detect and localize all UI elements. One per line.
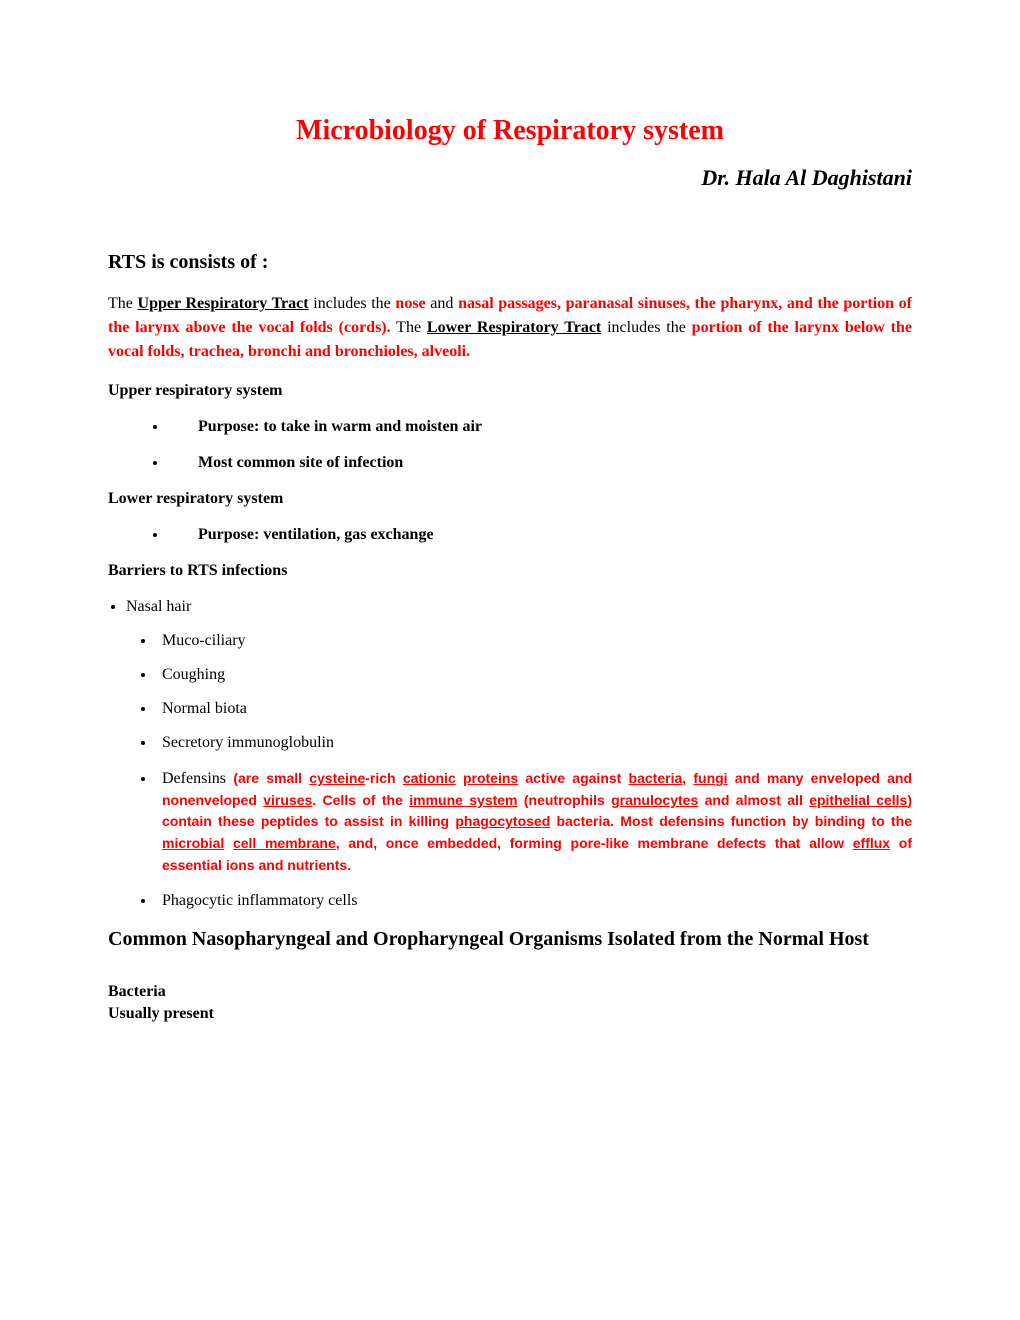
common-organisms-heading: Common Nasopharyngeal and Oropharyngeal … <box>108 926 912 953</box>
text: The <box>391 319 427 336</box>
text: , <box>682 770 693 786</box>
defensins-body: (are small cysteine-rich cationic protei… <box>162 770 912 873</box>
text: (are small <box>233 770 309 786</box>
list-item: Phagocytic inflammatory cells <box>156 892 912 910</box>
proteins-link[interactable]: proteins <box>463 770 518 786</box>
text: includes the <box>601 319 691 336</box>
text: , and, once embedded, forming pore-like … <box>336 835 853 851</box>
text <box>224 835 233 851</box>
barriers-list: Nasal hair Muco-ciliary Coughing Normal … <box>126 598 912 910</box>
cationic-link[interactable]: cationic <box>403 770 456 786</box>
text: includes the <box>309 295 396 312</box>
efflux-link[interactable]: efflux <box>853 835 890 851</box>
fungi-link[interactable]: fungi <box>693 770 727 786</box>
lower-subhead: Lower respiratory system <box>108 490 912 508</box>
section-heading-rts: RTS is consists of : <box>108 251 912 274</box>
rts-paragraph: The Upper Respiratory Tract includes the… <box>108 292 912 364</box>
defensins-item: Defensins (are small cysteine-rich catio… <box>156 768 912 876</box>
text: . Cells of the <box>312 792 409 808</box>
list-item: Coughing <box>156 666 912 684</box>
list-item: Purpose: to take in warm and moisten air <box>168 418 912 436</box>
text: The <box>108 295 138 312</box>
granulocytes-link[interactable]: granulocytes <box>611 792 698 808</box>
text: active against <box>518 770 628 786</box>
bacteria-block: Bacteria Usually present <box>108 981 912 1024</box>
barriers-inner-list: Muco-ciliary Coughing Normal biota Secre… <box>156 632 912 910</box>
lower-tract-term: Lower Respiratory Tract <box>427 319 601 336</box>
epithelial-link[interactable]: epithelial cells <box>809 792 907 808</box>
cysteine-link[interactable]: cysteine <box>309 770 365 786</box>
nose-term: nose <box>395 295 425 312</box>
barriers-subhead: Barriers to RTS infections <box>108 562 912 580</box>
list-item: Most common site of infection <box>168 454 912 472</box>
list-item: Secretory immunoglobulin <box>156 734 912 752</box>
usually-present-label: Usually present <box>108 1003 912 1025</box>
text: and almost all <box>698 792 809 808</box>
list-item: Normal biota <box>156 700 912 718</box>
microbial-link[interactable]: microbial <box>162 835 224 851</box>
doc-title: Microbiology of Respiratory system <box>108 115 912 147</box>
list-item: Muco-ciliary <box>156 632 912 650</box>
upper-list: Purpose: to take in warm and moisten air… <box>168 418 912 472</box>
immune-system-link[interactable]: immune system <box>409 792 517 808</box>
text: and <box>426 295 458 312</box>
text: (neutrophils <box>518 792 612 808</box>
upper-subhead: Upper respiratory system <box>108 382 912 400</box>
lower-list: Purpose: ventilation, gas exchange <box>168 526 912 544</box>
upper-tract-term: Upper Respiratory Tract <box>138 295 309 312</box>
text <box>456 770 463 786</box>
barrier-text: Nasal hair <box>126 598 191 615</box>
document-page: Microbiology of Respiratory system Dr. H… <box>0 0 1020 1085</box>
bacteria-link[interactable]: bacteria <box>629 770 683 786</box>
phagocytosed-link[interactable]: phagocytosed <box>455 813 550 829</box>
author-line: Dr. Hala Al Daghistani <box>108 165 912 191</box>
period: . <box>347 857 351 874</box>
bacteria-label: Bacteria <box>108 981 912 1003</box>
text: -rich <box>365 770 403 786</box>
list-item: Purpose: ventilation, gas exchange <box>168 526 912 544</box>
defensins-lead: Defensins <box>162 770 233 787</box>
text: bacteria. Most defensins function by bin… <box>550 813 912 829</box>
viruses-link[interactable]: viruses <box>263 792 312 808</box>
cell-membrane-link[interactable]: cell membrane <box>233 835 336 851</box>
list-item: Nasal hair Muco-ciliary Coughing Normal … <box>126 598 912 910</box>
